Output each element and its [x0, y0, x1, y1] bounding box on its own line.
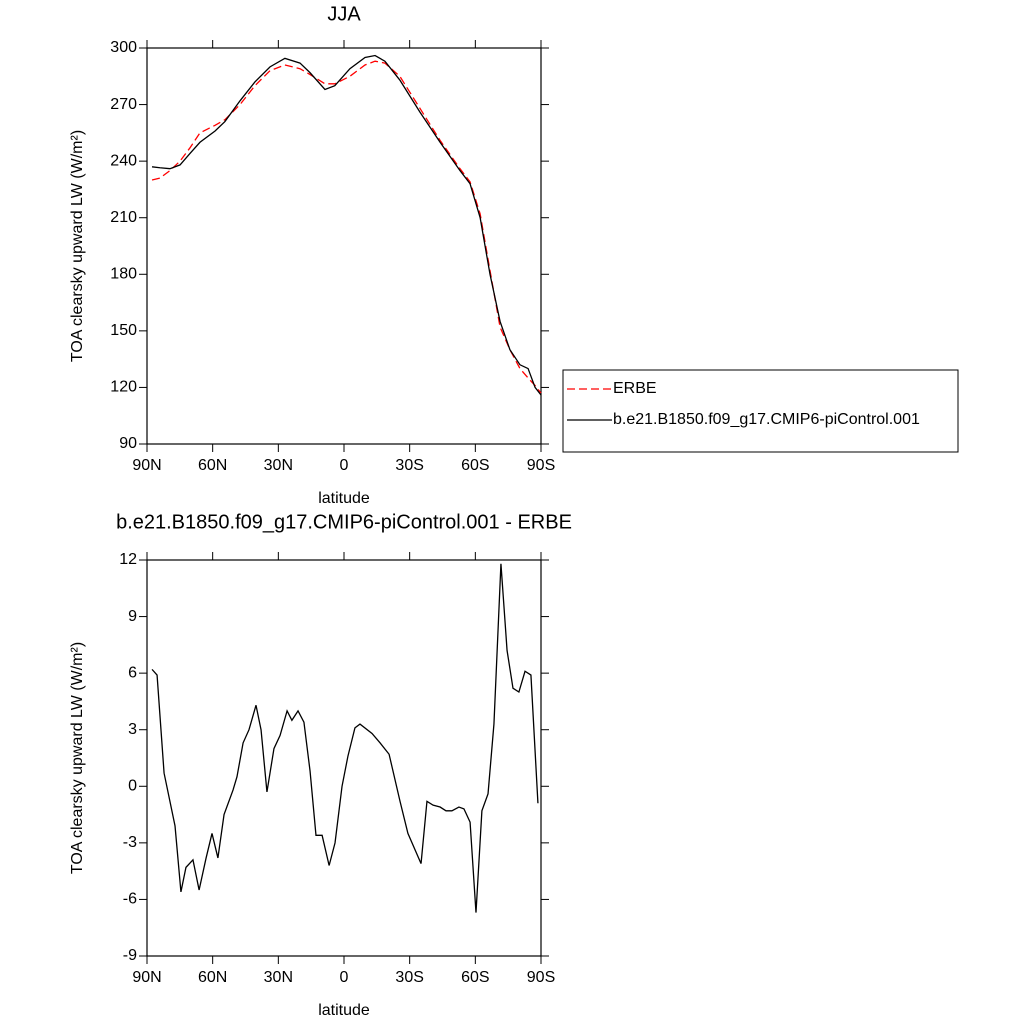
y-tick-label: 210	[110, 209, 137, 226]
x-tick-label: 0	[340, 969, 349, 986]
x-tick-label: 30S	[395, 969, 423, 986]
y-tick-label: 150	[110, 322, 137, 339]
y-tick-label: 9	[128, 608, 137, 625]
plot-frame	[146, 47, 542, 445]
y-tick-label: 0	[128, 778, 137, 795]
x-tick-label: 60S	[461, 969, 489, 986]
y-axis-label: TOA clearsky upward LW (W/m²)	[69, 130, 86, 362]
x-tick-label: 30N	[264, 457, 293, 474]
x-tick-label: 60N	[198, 457, 227, 474]
x-axis-label: latitude	[318, 490, 370, 507]
y-tick-label: 12	[119, 551, 137, 568]
x-tick-label: 90S	[527, 457, 555, 474]
x-tick-label: 60S	[461, 457, 489, 474]
x-tick-label: 0	[340, 457, 349, 474]
y-tick-label: -3	[123, 834, 137, 851]
y-tick-label: 240	[110, 152, 137, 169]
chart-title: b.e21.B1850.f09_g17.CMIP6-piControl.001 …	[116, 511, 572, 533]
y-axis-label: TOA clearsky upward LW (W/m²)	[69, 642, 86, 874]
y-tick-label: 180	[110, 266, 137, 283]
y-tick-label: 6	[128, 664, 137, 681]
y-tick-label: 3	[128, 721, 137, 738]
y-tick-label: 300	[110, 39, 137, 56]
legend-label: b.e21.B1850.f09_g17.CMIP6-piControl.001	[613, 411, 920, 428]
chart-title: JJA	[327, 3, 361, 25]
data-line	[151, 60, 542, 394]
y-tick-label: -9	[123, 947, 137, 964]
y-tick-label: 90	[119, 435, 137, 452]
y-tick-label: 120	[110, 379, 137, 396]
x-tick-label: 90N	[132, 969, 161, 986]
legend-label: ERBE	[613, 380, 657, 397]
x-tick-label: 60N	[198, 969, 227, 986]
plot-frame	[146, 559, 542, 957]
y-tick-label: -6	[123, 891, 137, 908]
data-line	[151, 563, 539, 913]
x-tick-label: 90S	[527, 969, 555, 986]
data-line	[151, 54, 542, 396]
y-tick-label: 270	[110, 96, 137, 113]
x-axis-label: latitude	[318, 1002, 370, 1019]
legend-box	[562, 369, 959, 453]
x-tick-label: 30S	[395, 457, 423, 474]
x-tick-label: 90N	[132, 457, 161, 474]
x-tick-label: 30N	[264, 969, 293, 986]
